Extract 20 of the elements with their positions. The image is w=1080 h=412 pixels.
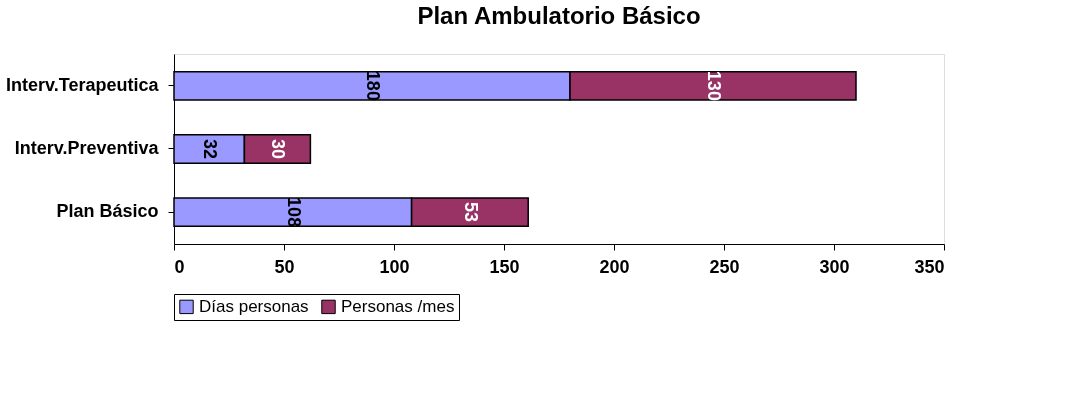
chart-title: Plan Ambulatorio Básico (417, 2, 701, 29)
x-tick-label: 250 (709, 256, 740, 277)
x-tick-label: 0 (174, 256, 185, 277)
x-tick-label: 50 (274, 256, 295, 277)
data-label: 30 (268, 138, 289, 160)
x-tick-label: 350 (914, 256, 945, 277)
y-tick-label: Plan Básico (56, 201, 159, 222)
x-tick-label: 100 (379, 256, 410, 277)
data-label: 32 (200, 138, 221, 160)
data-label: 108 (283, 197, 304, 228)
data-label: 180 (363, 70, 383, 101)
legend-label: Días personas (199, 296, 309, 316)
x-tick-label: 300 (819, 256, 850, 277)
x-tick-label: 150 (489, 256, 520, 277)
y-tick-label: Interv.Preventiva (14, 138, 160, 158)
y-tick-label: Interv.Terapeutica (6, 74, 160, 95)
data-label: 130 (704, 70, 724, 101)
x-tick-label: 200 (599, 256, 630, 277)
legend-label: Personas /mes (341, 296, 455, 316)
data-label: 53 (460, 202, 481, 223)
